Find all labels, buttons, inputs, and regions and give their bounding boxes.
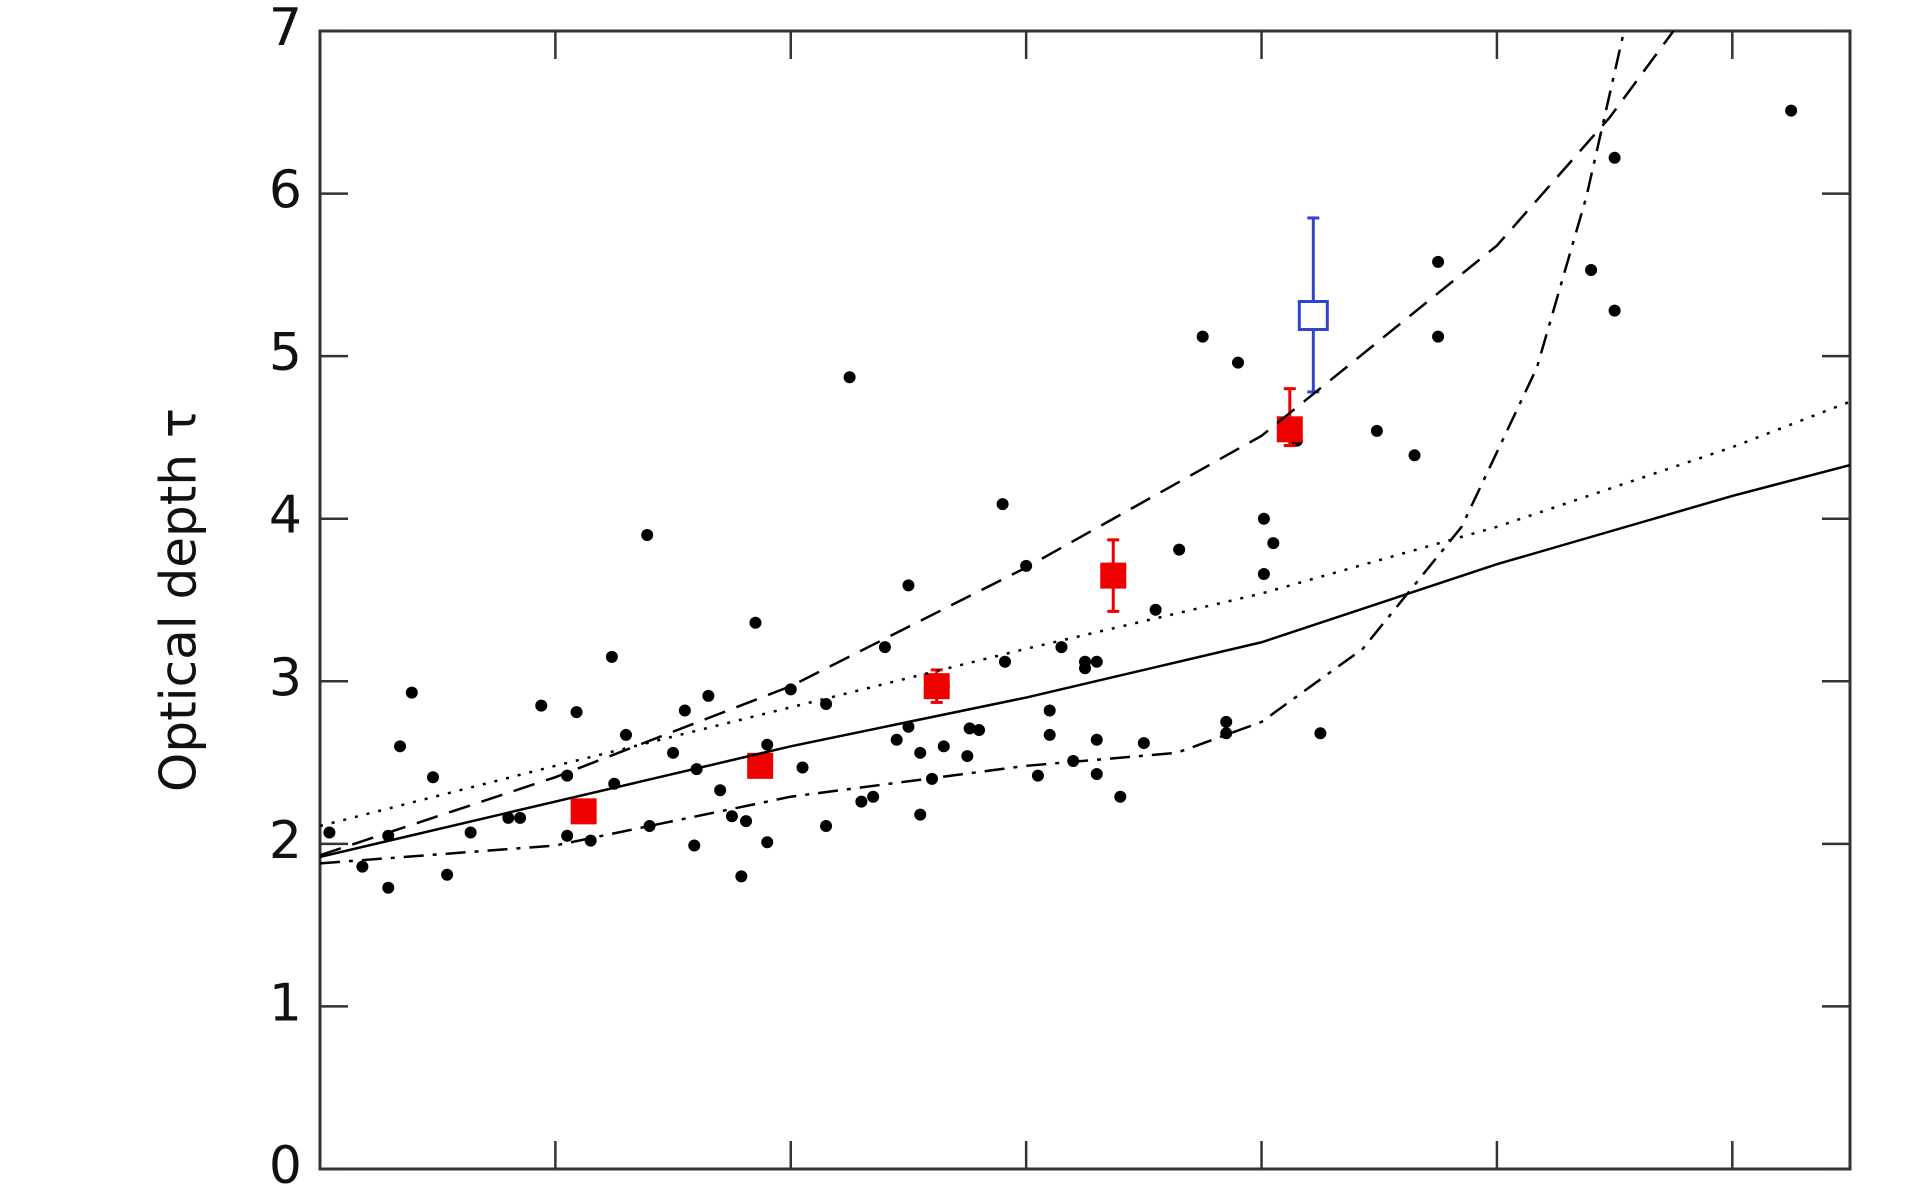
- curve: [320, 463, 1850, 859]
- data-point: [902, 579, 915, 592]
- data-point: [561, 829, 574, 842]
- data-point: [1137, 737, 1150, 750]
- data-point: [963, 722, 976, 735]
- y-tick-label: 3: [269, 648, 302, 708]
- y-axis-label: Optical depth τ: [150, 408, 208, 792]
- data-point: [1043, 704, 1056, 717]
- data-point: [394, 740, 407, 753]
- data-point: [973, 724, 986, 737]
- data-point: [937, 740, 950, 753]
- data-point: [667, 746, 680, 759]
- curve: [320, 31, 1626, 865]
- plot-frame: [318, 29, 1852, 1171]
- data-point: [878, 641, 891, 654]
- data-point: [761, 738, 774, 751]
- data-point: [1220, 715, 1233, 728]
- data-point: [1090, 733, 1103, 746]
- y-tick-label: 2: [269, 811, 302, 871]
- data-point: [998, 655, 1011, 668]
- data-point: [641, 528, 654, 541]
- data-point: [1232, 356, 1244, 369]
- data-point: [796, 761, 809, 774]
- y-tick-label: 0: [269, 1136, 302, 1196]
- data-point: [643, 819, 656, 832]
- data-point: [1173, 543, 1186, 556]
- data-point: [535, 699, 548, 712]
- data-point: [688, 839, 701, 852]
- data-point: [702, 689, 715, 702]
- y-tick-label: 7: [269, 0, 302, 58]
- data-point: [820, 698, 833, 711]
- data-point: [1608, 304, 1621, 317]
- mean-square: [747, 752, 774, 779]
- data-point: [855, 795, 868, 808]
- data-point: [1257, 567, 1270, 580]
- data-point: [1114, 790, 1127, 803]
- data-point: [843, 371, 856, 384]
- y-tick-label: 5: [269, 323, 302, 383]
- data-point: [996, 498, 1009, 511]
- data-point: [1785, 104, 1798, 117]
- data-point: [1585, 263, 1598, 276]
- data-point: [820, 819, 833, 832]
- data-point: [1055, 641, 1068, 654]
- data-point: [356, 860, 369, 873]
- data-point: [1043, 728, 1056, 741]
- data-point: [1257, 512, 1270, 525]
- data-point: [761, 836, 774, 849]
- data-point: [961, 750, 974, 763]
- data-point: [605, 650, 618, 663]
- data-point: [426, 771, 439, 784]
- curve: [320, 31, 1675, 857]
- data-point: [1267, 537, 1280, 550]
- data-point: [735, 870, 748, 883]
- data-point: [1196, 330, 1209, 343]
- data-point: [740, 815, 753, 828]
- data-point: [405, 686, 418, 699]
- data-point: [382, 881, 395, 894]
- data-point: [1370, 424, 1383, 437]
- data-point: [1149, 603, 1162, 616]
- curve: [320, 400, 1850, 828]
- data-point: [749, 616, 762, 629]
- data-point: [464, 826, 477, 839]
- data-point: [867, 790, 880, 803]
- y-tick-label: 6: [269, 161, 302, 221]
- data-point: [678, 704, 691, 717]
- data-point: [1432, 330, 1445, 343]
- data-point: [584, 834, 597, 847]
- data-point: [914, 746, 927, 759]
- data-point: [620, 728, 632, 741]
- data-point: [1314, 727, 1327, 740]
- data-point: [1031, 769, 1044, 782]
- data-point: [1090, 767, 1103, 780]
- data-point: [890, 733, 903, 746]
- data-point: [1408, 449, 1421, 462]
- data-point: [1432, 255, 1445, 268]
- y-tick-label: 1: [269, 973, 302, 1033]
- open-square: [1297, 300, 1329, 331]
- data-point: [570, 706, 583, 719]
- mean-square: [1100, 562, 1127, 589]
- data-point: [784, 683, 797, 696]
- data-point: [725, 810, 738, 823]
- data-point: [714, 784, 727, 797]
- data-point: [441, 868, 454, 881]
- data-point: [914, 808, 927, 821]
- data-point: [323, 826, 336, 839]
- mean-square: [923, 673, 950, 700]
- data-point: [1090, 655, 1103, 668]
- data-point: [1608, 151, 1621, 164]
- data-point: [514, 811, 527, 824]
- mean-square: [570, 798, 597, 825]
- data-point: [502, 811, 515, 824]
- y-tick-label: 4: [269, 486, 302, 546]
- data-point: [1079, 662, 1091, 675]
